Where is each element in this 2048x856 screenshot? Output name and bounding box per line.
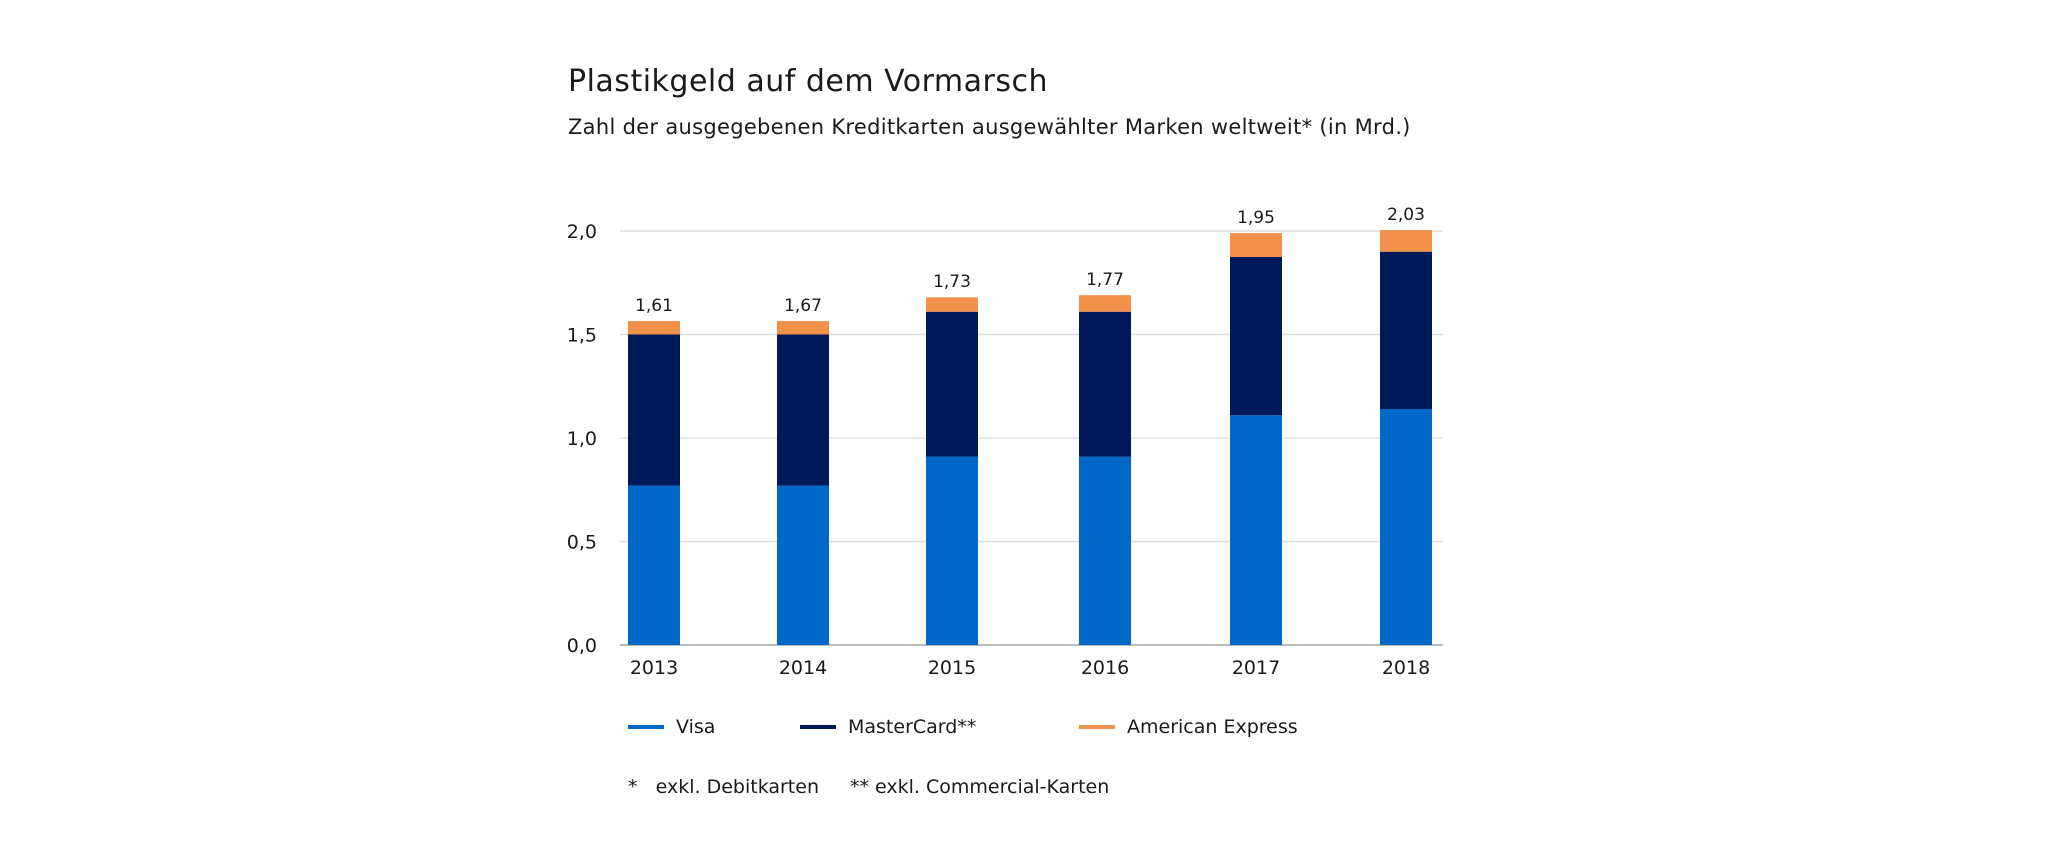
x-tick-label: 2017 (1232, 657, 1280, 679)
bar-segment (1230, 256, 1282, 416)
legend-item-amex: American Express (1079, 716, 1298, 738)
x-tick-label: 2014 (779, 657, 827, 679)
legend-swatch (800, 725, 836, 729)
bar-segment (926, 456, 978, 645)
bar-segment (777, 321, 829, 335)
bar-segment (1380, 409, 1432, 645)
bar-segment (1380, 229, 1432, 252)
x-tick-label: 2018 (1382, 657, 1430, 679)
legend-label: MasterCard** (848, 716, 977, 738)
x-tick-label: 2015 (928, 657, 976, 679)
bar-segment (1230, 233, 1282, 257)
chart-subtitle: Zahl der ausgegebenen Kreditkarten ausge… (568, 115, 1411, 139)
bar-segment (777, 485, 829, 645)
bar-segment (1079, 311, 1131, 457)
bar-segment (1380, 251, 1432, 410)
x-tick-label: 2016 (1081, 657, 1129, 679)
legend-item-visa: Visa (628, 716, 715, 738)
footnote-debit: * exkl. Debitkarten (628, 776, 819, 798)
y-tick-label: 0,0 (567, 635, 597, 657)
total-label: 1,77 (1086, 270, 1124, 290)
total-label: 1,95 (1237, 208, 1275, 228)
bar-segment (1079, 295, 1131, 312)
legend-item-mastercard: MasterCard** (800, 716, 976, 738)
total-label: 1,73 (933, 272, 971, 292)
bar-segment (777, 334, 829, 486)
bar-segment (926, 297, 978, 312)
y-tick-label: 1,0 (567, 428, 597, 450)
x-tick-label: 2013 (630, 657, 678, 679)
footnote-commercial: ** exkl. Commercial-Karten (850, 776, 1110, 798)
bar-segment (926, 311, 978, 457)
bar-segment (628, 334, 680, 486)
legend-label: Visa (676, 716, 716, 738)
total-label: 2,03 (1387, 205, 1425, 225)
y-tick-label: 0,5 (567, 532, 597, 554)
total-label: 1,61 (635, 296, 673, 316)
chart-title: Plastikgeld auf dem Vormarsch (568, 64, 1049, 99)
bar-segment (628, 321, 680, 335)
y-tick-label: 2,0 (567, 221, 597, 243)
legend-swatch (628, 725, 664, 729)
total-label: 1,67 (784, 296, 822, 316)
bar-segment (1230, 415, 1282, 645)
bar-segment (628, 485, 680, 645)
legend-swatch (1079, 725, 1115, 729)
bar-segment (1079, 456, 1131, 645)
y-tick-label: 1,5 (567, 325, 597, 347)
legend-label: American Express (1127, 716, 1298, 738)
